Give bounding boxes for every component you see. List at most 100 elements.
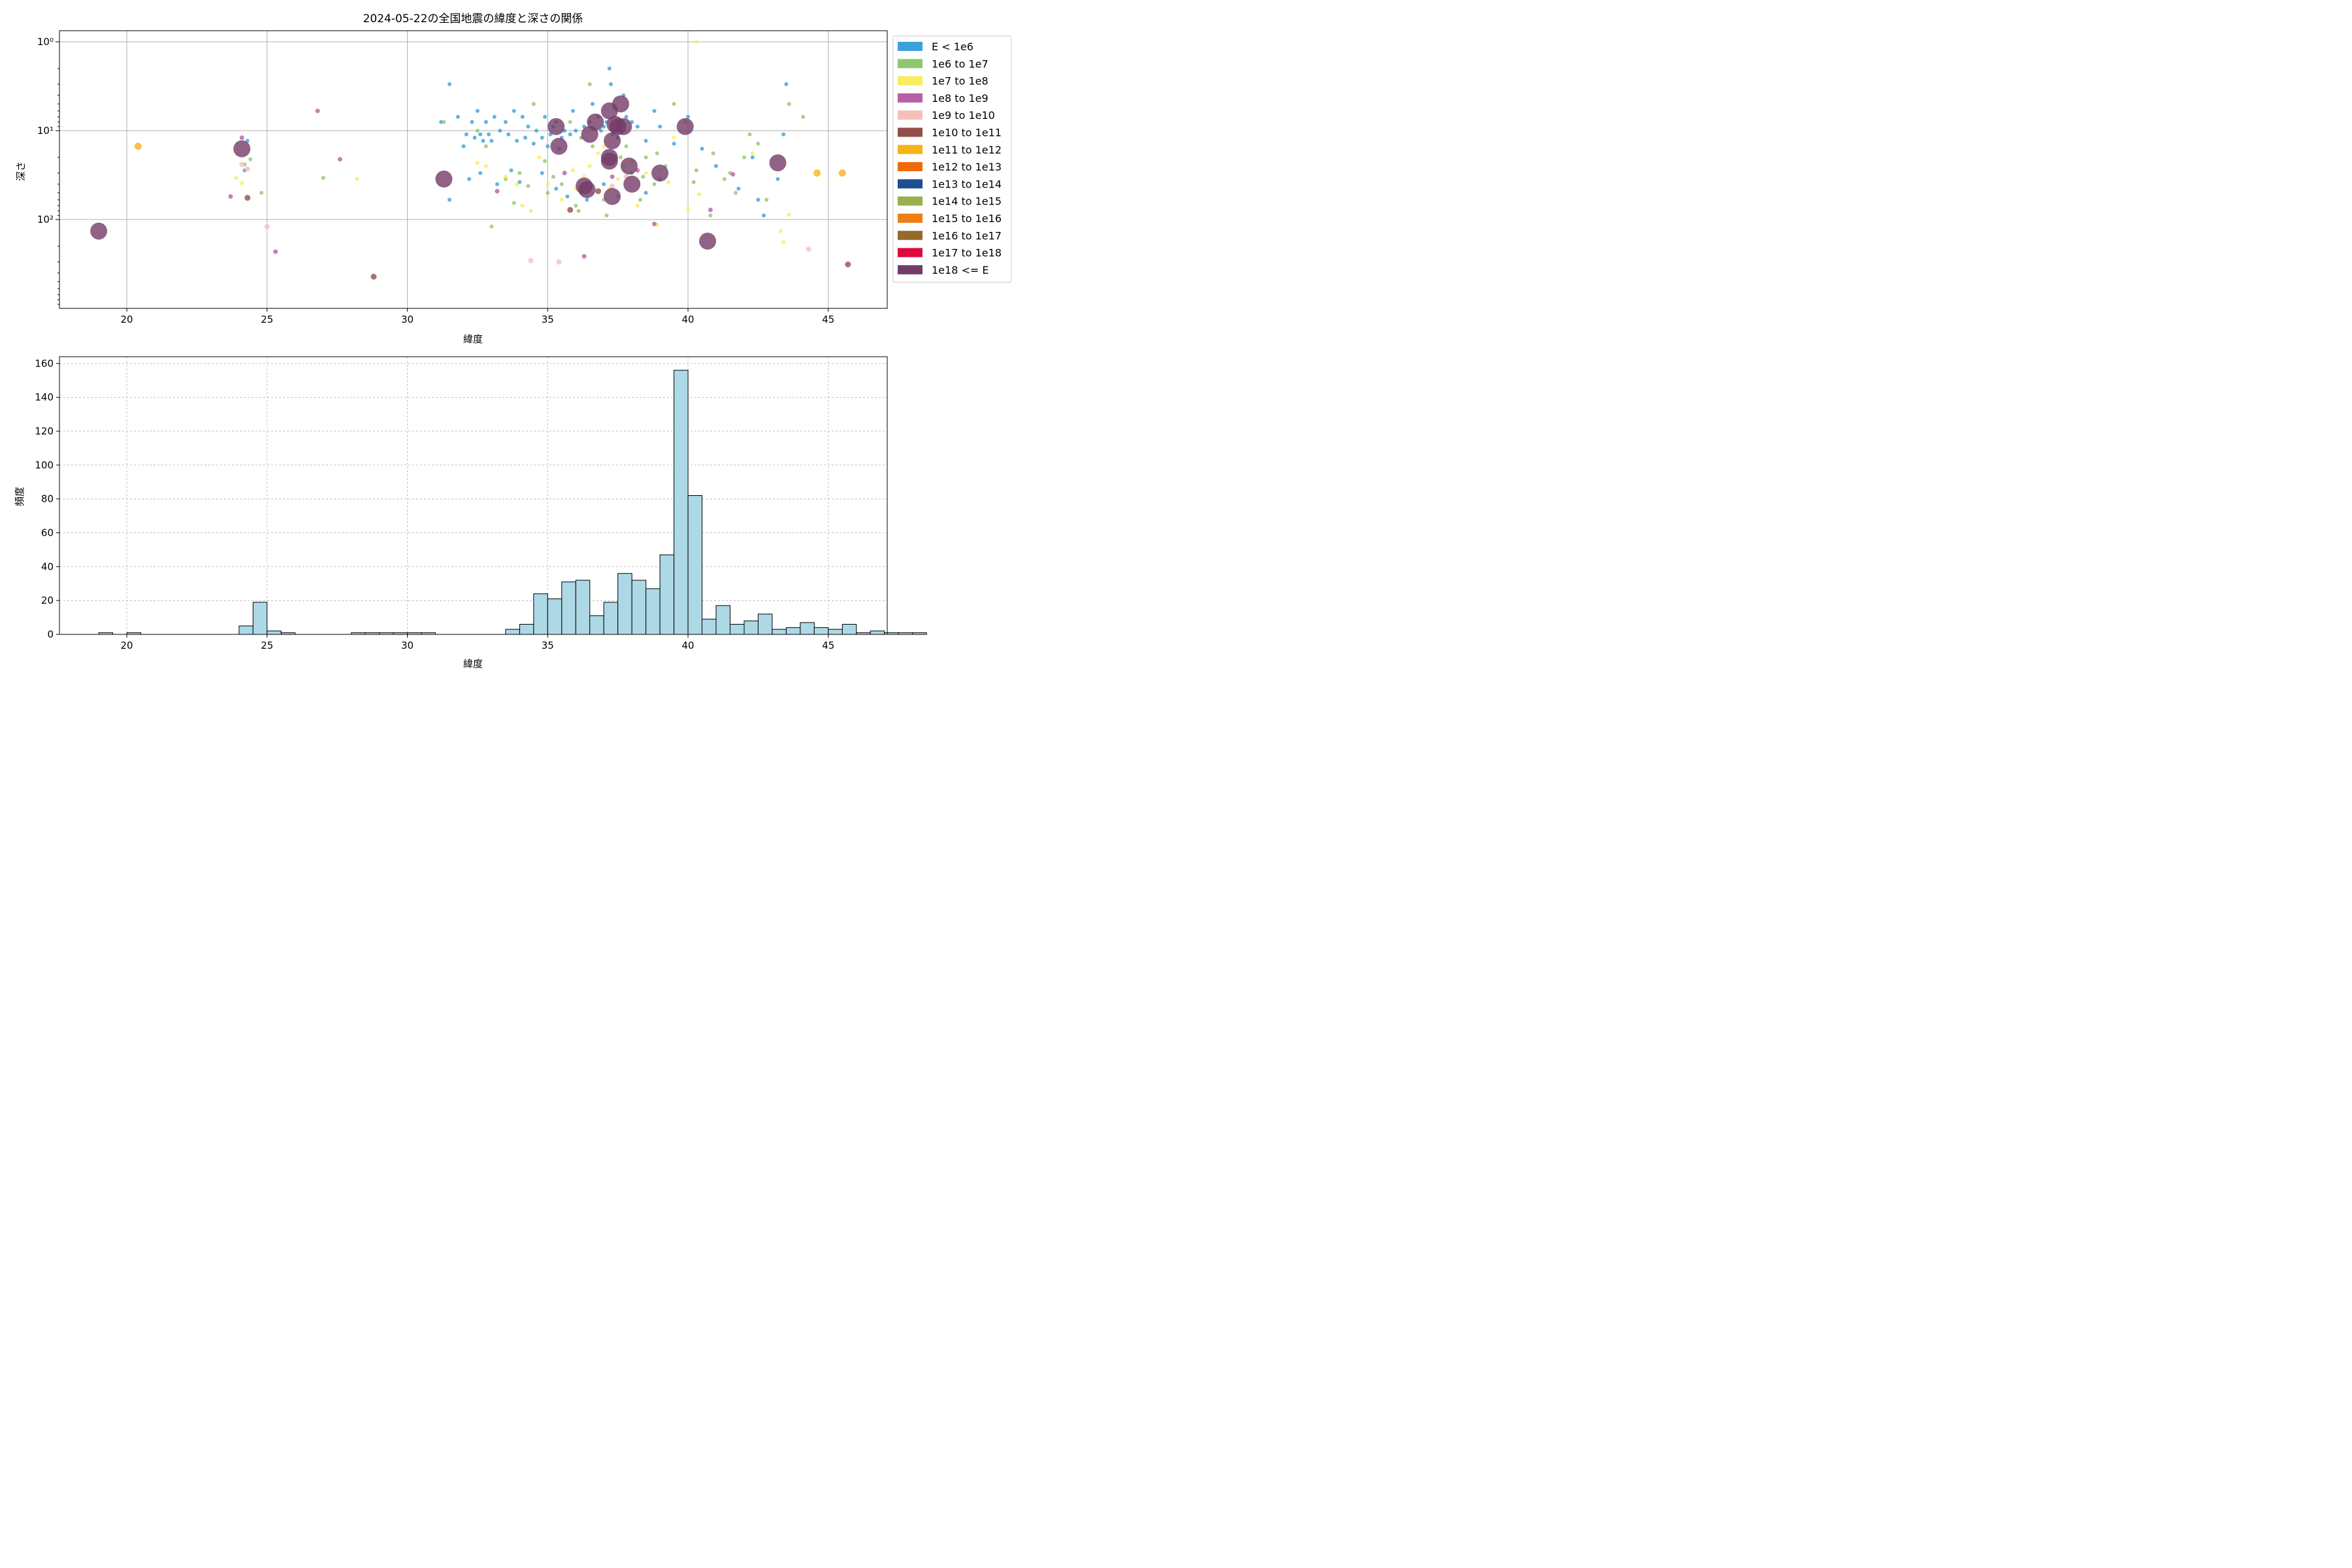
histogram-bar [238, 625, 253, 635]
scatter-point [602, 144, 606, 148]
legend-swatch [898, 42, 923, 51]
scatter-point [644, 155, 648, 159]
histogram-bar [589, 615, 604, 635]
legend-swatch [898, 127, 923, 137]
histogram-bar [575, 580, 591, 635]
scatter-x-tick-label: 45 [822, 314, 834, 325]
scatter-point [781, 240, 786, 244]
scatter-grid [59, 31, 887, 308]
scatter-point [487, 132, 491, 137]
scatter-x-tick-label: 30 [401, 314, 414, 325]
scatter-point [644, 191, 648, 195]
histogram-y-tick-label: 160 [35, 357, 54, 369]
scatter-point [578, 181, 596, 199]
scatter-point [495, 182, 499, 186]
legend-label: 1e18 <= E [932, 264, 988, 276]
scatter-point [475, 108, 480, 113]
scatter-point [506, 132, 511, 137]
histogram-bar [743, 620, 759, 635]
scatter-point [567, 206, 574, 213]
legend-swatch [898, 144, 923, 154]
histogram-y-tick-label: 100 [35, 459, 54, 471]
legend-label: 1e14 to 1e15 [932, 195, 1002, 208]
scatter-point [787, 102, 791, 106]
scatter-point [610, 183, 615, 189]
scatter-point [475, 161, 480, 165]
scatter-point [708, 207, 713, 212]
scatter-point [591, 102, 595, 106]
histogram-bar [631, 580, 647, 635]
legend-label: 1e7 to 1e8 [932, 75, 988, 88]
scatter-point [587, 113, 604, 131]
scatter-point [700, 146, 704, 151]
legend-swatch [898, 214, 923, 223]
histogram-y-tick-label: 60 [41, 527, 54, 539]
legend-label: 1e13 to 1e14 [932, 178, 1002, 190]
scatter-point [435, 171, 453, 188]
scatter-point [531, 141, 536, 146]
scatter-point [370, 274, 377, 280]
scatter-point [264, 223, 270, 229]
scatter-point [574, 129, 578, 133]
scatter-point [635, 124, 640, 129]
scatter-y-tick-label: 10¹ [37, 125, 54, 137]
scatter-panel: 2024-05-22の全国地震の緯度と深さの関係 20 25 30 35 40 45 10⁰… [15, 12, 1012, 345]
histogram-bar [603, 602, 619, 635]
histogram-bar [687, 495, 703, 635]
scatter-point [515, 182, 519, 186]
scatter-point [537, 155, 542, 159]
legend-swatch [898, 59, 923, 69]
scatter-point [672, 102, 676, 106]
scatter-point [756, 141, 760, 146]
legend-items: E < 1e6 1e6 to 1e7 1e7 to 1e8 1e8 to 1e9 1e9… [898, 41, 1002, 276]
legend-swatch [898, 93, 923, 103]
scatter-point [448, 82, 451, 86]
scatter-point [587, 82, 592, 86]
scatter-point [604, 188, 621, 205]
scatter-point [498, 129, 502, 133]
scatter-point [517, 171, 522, 175]
scatter-point [475, 129, 480, 133]
scatter-point [546, 191, 550, 195]
histogram-grid [59, 357, 887, 635]
scatter-x-tick-label: 35 [542, 314, 554, 325]
scatter-point [591, 144, 595, 148]
scatter-point [623, 175, 641, 193]
scatter-point [635, 203, 640, 208]
scatter-point [607, 66, 612, 71]
scatter-point [581, 253, 587, 259]
scatter-point [742, 155, 746, 159]
scatter-point [228, 194, 233, 199]
scatter-point [655, 151, 659, 155]
scatter-point [612, 95, 629, 113]
histogram-bar [561, 581, 576, 635]
scatter-x-tick-label: 25 [261, 314, 273, 325]
legend-swatch [898, 265, 923, 274]
scatter-point [531, 102, 536, 106]
histogram-x-tick-label: 25 [261, 640, 273, 651]
scatter-title: 2024-05-22の全国地震の緯度と深さの関係 [363, 12, 583, 25]
scatter-point [801, 114, 806, 119]
legend-label: 1e17 to 1e18 [932, 247, 1002, 259]
scatter-point [736, 186, 741, 191]
scatter-point [273, 249, 278, 254]
scatter-point [134, 142, 142, 150]
scatter-point [233, 140, 251, 157]
scatter-point [604, 132, 621, 150]
scatter-point [546, 182, 550, 186]
scatter-point [562, 171, 567, 176]
scatter-point [515, 139, 519, 143]
scatter-point [624, 144, 629, 148]
legend-label: 1e6 to 1e7 [932, 57, 988, 70]
scatter-point [691, 180, 696, 184]
legend-label: 1e12 to 1e13 [932, 161, 1002, 173]
histogram-bar [813, 627, 829, 635]
scatter-point [550, 137, 568, 155]
scatter-point [598, 129, 603, 133]
scatter-point [520, 203, 525, 208]
scatter-point [619, 155, 623, 159]
legend-label: 1e8 to 1e9 [932, 92, 988, 105]
scatter-point [520, 114, 525, 119]
scatter-point [239, 161, 245, 167]
scatter-point [571, 108, 575, 113]
